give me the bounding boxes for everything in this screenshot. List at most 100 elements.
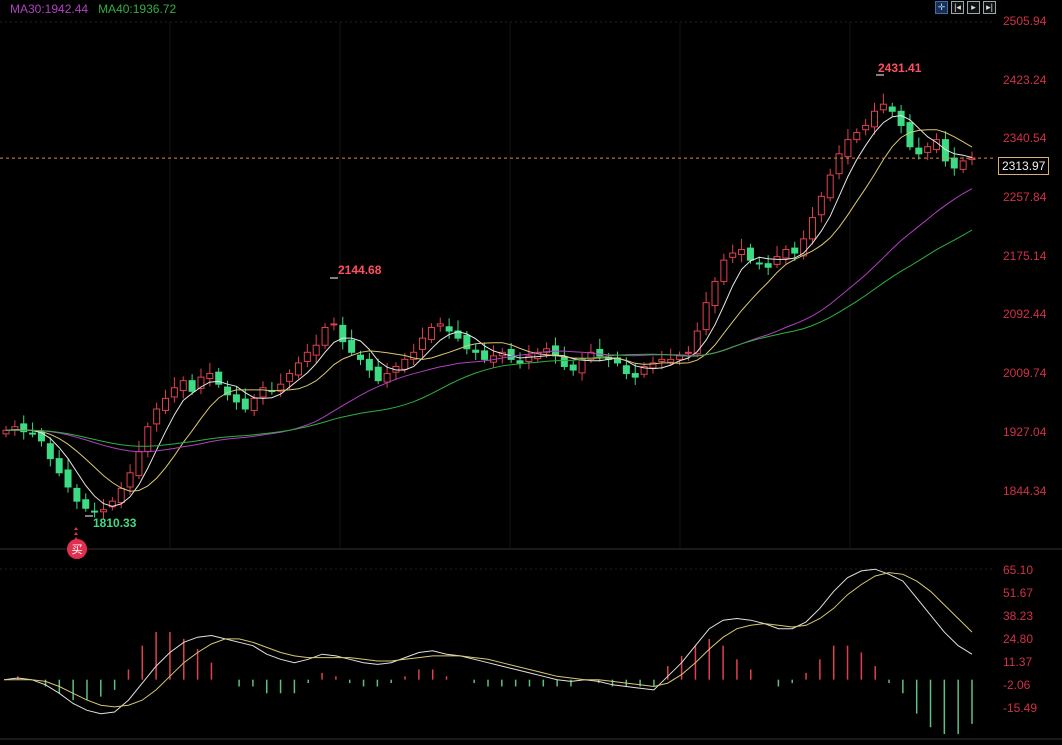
candle-body [684,351,692,354]
macd-tick: -15.49 [1003,701,1038,715]
current-price-tag: 2313.97 [998,157,1050,175]
candle-body [374,366,382,382]
candle-body [924,146,932,153]
candle-body [693,330,701,355]
ma-legend: MA30:1942.44 MA40:1936.72 [10,2,176,16]
ma30-line [5,188,973,453]
candle-body [853,132,861,141]
candle-body [82,499,90,509]
candle-body [897,110,905,126]
price-tick: 2092.44 [1003,307,1047,321]
candle-body [232,394,240,403]
macd-tick: 38.23 [1003,609,1034,623]
macd-tick: 11.37 [1003,655,1033,669]
candle-body [294,362,302,376]
candle-body [153,408,161,425]
candle-body [481,350,489,360]
candle-body [312,344,320,356]
price-tick: 1844.34 [1003,484,1047,498]
candle-body [55,458,63,474]
low-annotation: 1810.33 [93,516,137,530]
candle-body [764,263,772,268]
candle-body [871,110,879,128]
candle-body [791,247,799,254]
local-high-annotation: 2144.68 [338,263,382,277]
candle-body [631,373,639,378]
candle-body [241,398,249,410]
ma30-label: MA30:1942.44 [10,2,89,16]
candle-body [286,373,294,382]
candle-body [755,262,763,265]
candle-body [29,432,37,435]
candle-body [303,351,311,363]
candle-body [259,387,267,398]
candle-body [844,139,852,158]
candle-body [587,351,595,360]
candle-body [578,358,586,374]
macd-dif-line [3,568,973,715]
candle-body [179,380,187,392]
candle-body [20,423,28,433]
candle-body [197,376,205,389]
candle-body [436,323,444,327]
buy-marker-label: 买 [72,543,83,556]
candle-body [250,397,258,411]
candle-body [729,252,737,258]
candle-body [879,103,887,111]
candle-body [419,337,427,350]
step-back-icon[interactable]: |◂ [951,1,964,14]
macd-tick: 65.10 [1003,563,1034,577]
candle-body [950,157,958,169]
candle-body [144,426,152,453]
candle-body [188,380,196,392]
candle-body [365,358,373,371]
candle-body [2,429,10,435]
candle-body [676,355,684,360]
candle-body [800,238,808,257]
candle-body [773,256,781,265]
candle-body [215,371,223,385]
candle-body [64,469,72,488]
candle-body [99,509,107,513]
buy-marker-icon [67,539,87,559]
candle-body [410,351,418,360]
chart-toolbar: ✛ |◂ ▸ ▸| [935,1,996,14]
candle-body [746,247,754,261]
candle-body [543,348,551,353]
candle-body [427,326,435,341]
candle-body [516,360,524,364]
candle-body [667,358,675,363]
candle-body [117,487,125,504]
candle-body [738,249,746,255]
candle-body [170,387,178,398]
price-tick: 2423.24 [1003,73,1047,87]
candle-body [46,443,54,460]
candle-body [915,147,923,155]
candle-body [862,124,870,131]
ma10-line [5,129,973,492]
candle-body [348,339,356,353]
crosshair-icon[interactable]: ✛ [935,1,948,14]
price-tick: 2009.74 [1003,366,1047,380]
price-tick: 2340.54 [1003,131,1047,145]
candle-body [356,354,364,360]
candle-body [224,386,232,396]
candle-body [569,364,577,371]
candle-body [808,217,816,240]
candle-body [507,348,515,360]
macd-tick: -2.06 [1003,678,1031,692]
candle-body [206,373,214,380]
candle-body [560,356,568,367]
step-forward-icon[interactable]: ▸| [983,1,996,14]
high-annotation: 2431.41 [878,61,922,75]
ma40-line [5,229,973,447]
candle-body [835,153,843,175]
ma40-label: MA40:1936.72 [98,2,177,16]
candle-body [472,349,480,353]
candle-body [162,397,170,411]
play-icon[interactable]: ▸ [967,1,980,14]
candle-body [702,302,710,331]
candle-body [622,365,630,375]
